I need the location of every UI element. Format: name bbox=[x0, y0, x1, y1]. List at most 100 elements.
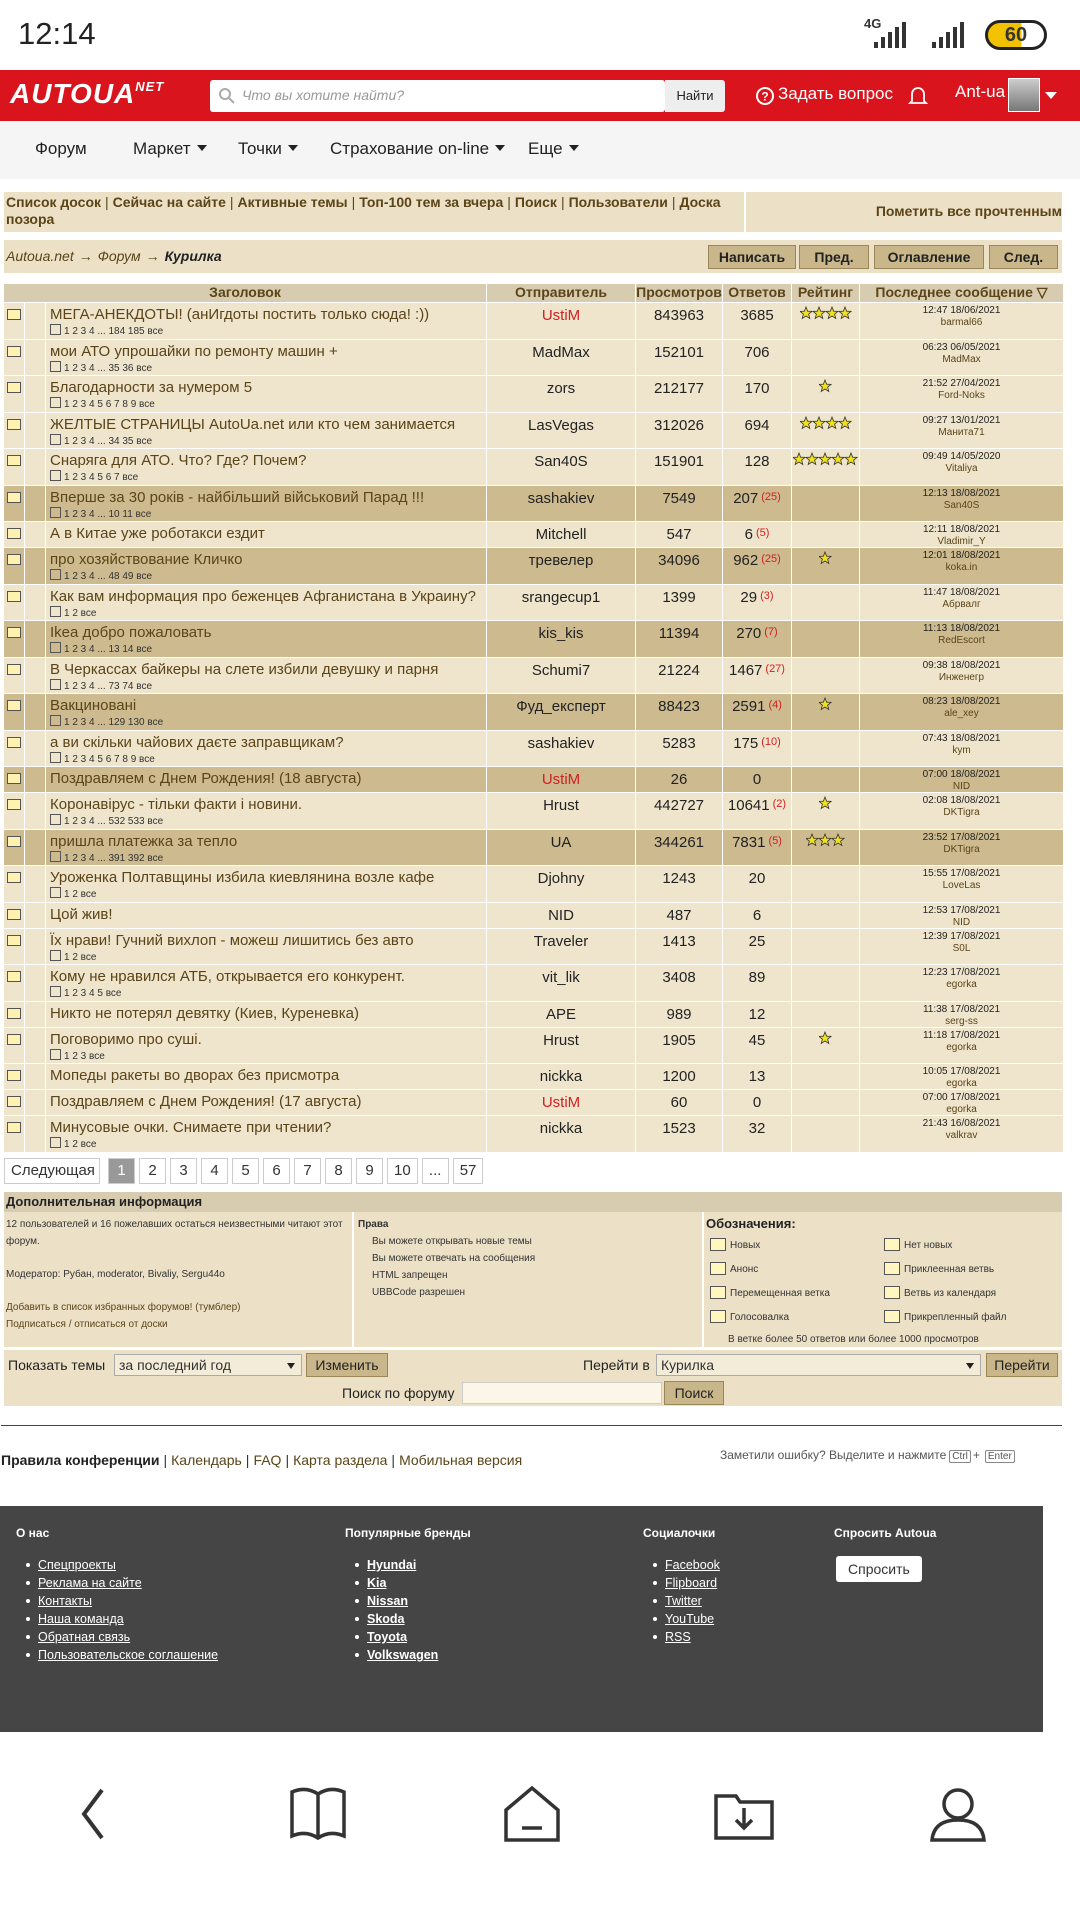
crumb[interactable]: Курилка bbox=[164, 248, 222, 264]
last-user[interactable]: Vitaliya bbox=[945, 463, 978, 474]
page-link[interactable]: 9 bbox=[356, 1158, 383, 1184]
author[interactable]: MadMax bbox=[487, 339, 636, 375]
topic-pages[interactable]: 1 2 3 4 ... 48 49 все bbox=[46, 568, 486, 582]
footer-link[interactable]: Контакты bbox=[25, 1592, 218, 1610]
last-user[interactable]: San40S bbox=[943, 499, 980, 511]
page-link[interactable]: 6 bbox=[263, 1158, 290, 1184]
topic-pages[interactable]: 1 2 3 4 5 все bbox=[46, 985, 486, 999]
board-link[interactable]: Сейчас на сайте bbox=[112, 194, 226, 210]
topic-title[interactable]: про хозяйствование Кличко bbox=[50, 551, 243, 568]
author[interactable]: srangecup1 bbox=[487, 584, 636, 620]
topic-title[interactable]: Ikea добро пожаловать bbox=[50, 624, 212, 641]
topic-pages[interactable]: 1 2 3 4 5 6 7 8 9 все bbox=[46, 396, 486, 410]
topic-pages[interactable]: 1 2 3 4 5 6 7 8 9 все bbox=[46, 751, 486, 765]
last-user[interactable]: Ford-Noks bbox=[938, 390, 985, 401]
change-button[interactable]: Изменить bbox=[306, 1353, 388, 1377]
author[interactable]: UstiM bbox=[487, 1090, 636, 1115]
topic-title[interactable]: ЖЕЛТЫЕ СТРАНИЦЫ AutoUa.net или кто чем з… bbox=[50, 415, 456, 433]
topic-pages[interactable]: 1 2 3 4 ... 73 74 все bbox=[46, 678, 486, 692]
search-go[interactable]: Поиск bbox=[664, 1381, 724, 1405]
search-button[interactable]: Найти bbox=[665, 80, 725, 112]
last-user[interactable]: NID bbox=[952, 781, 971, 792]
crumb[interactable]: Autoua.net bbox=[6, 248, 74, 264]
last-user[interactable]: DKTigra bbox=[943, 807, 980, 818]
author[interactable]: LasVegas bbox=[487, 412, 636, 448]
topic-title[interactable]: мои АТО упрошайки по ремонту машин + bbox=[50, 342, 338, 360]
last-user[interactable]: Манита71 bbox=[938, 426, 985, 438]
last-user[interactable]: NID bbox=[952, 916, 971, 928]
topic-pages[interactable]: 1 2 все bbox=[46, 949, 486, 963]
footer-link[interactable]: Twitter bbox=[653, 1592, 720, 1610]
footer-link[interactable]: Facebook bbox=[653, 1558, 720, 1572]
last-user[interactable]: valkrav bbox=[945, 1130, 978, 1141]
page-link[interactable]: 8 bbox=[325, 1158, 352, 1184]
topic-pages[interactable]: 1 2 3 4 ... 391 392 все bbox=[46, 850, 486, 864]
next-page[interactable]: Следующая bbox=[4, 1158, 100, 1184]
author[interactable]: San40S bbox=[487, 449, 636, 485]
footer-link[interactable]: YouTube bbox=[653, 1610, 720, 1628]
last-user[interactable]: MadMax bbox=[942, 353, 981, 365]
nav-icon[interactable] bbox=[72, 1782, 136, 1846]
author[interactable]: NID bbox=[487, 902, 636, 928]
nav-item[interactable]: Страхование on-line bbox=[330, 139, 506, 159]
footer-link[interactable]: Правила конференции bbox=[1, 1452, 160, 1468]
board-link[interactable]: Список досок bbox=[6, 194, 102, 210]
last-user[interactable]: Абрвалг bbox=[942, 598, 981, 610]
board-link[interactable]: Доска позора bbox=[6, 194, 721, 227]
page-link[interactable]: 4 bbox=[201, 1158, 228, 1184]
author[interactable]: APE bbox=[487, 1001, 636, 1027]
footer-link[interactable]: Skoda bbox=[355, 1610, 471, 1628]
topic-title[interactable]: Мопеды ракеты во дворах без присмотра bbox=[50, 1067, 340, 1084]
author[interactable]: kis_kis bbox=[487, 621, 636, 657]
topic-pages[interactable]: 1 2 3 4 5 6 7 все bbox=[46, 469, 486, 483]
topic-title[interactable]: Благодарности за нумером 5 bbox=[50, 379, 253, 396]
footer-link[interactable]: Наша команда bbox=[25, 1610, 218, 1628]
author[interactable]: Hrust bbox=[487, 1027, 636, 1063]
footer-link[interactable]: Пользовательское соглашение bbox=[25, 1648, 219, 1662]
footer-link[interactable]: Реклама на сайте bbox=[25, 1574, 218, 1592]
nav-button[interactable]: След. bbox=[989, 245, 1058, 269]
nav-item[interactable]: Еще bbox=[528, 139, 579, 159]
nav-button[interactable]: Написать bbox=[708, 245, 796, 269]
author[interactable]: Djohny bbox=[487, 866, 636, 902]
topic-pages[interactable]: 1 2 3 4 ... 34 35 все bbox=[46, 433, 486, 447]
last-user[interactable]: egorka bbox=[946, 1041, 977, 1053]
nav-icon[interactable] bbox=[712, 1782, 776, 1846]
author[interactable]: тревелер bbox=[487, 548, 636, 584]
topic-title[interactable]: Їх нрави! Гучний вихлоп - можеш лишитись… bbox=[50, 931, 414, 949]
topic-pages[interactable]: 1 2 3 4 ... 184 185 все bbox=[46, 323, 486, 337]
nav-item[interactable]: Точки bbox=[238, 139, 298, 159]
last-user[interactable]: kym bbox=[952, 744, 971, 756]
author[interactable]: Schumi7 bbox=[487, 657, 636, 693]
topic-pages[interactable]: 1 2 3 4 ... 129 130 все bbox=[46, 714, 486, 728]
topic-title[interactable]: Поздравляем с Днем Рождения! (18 августа… bbox=[50, 770, 362, 787]
page-link[interactable]: 3 bbox=[170, 1158, 197, 1184]
last-user[interactable]: ale_xey bbox=[944, 708, 979, 719]
footer-link[interactable]: Nissan bbox=[355, 1592, 471, 1610]
user-name[interactable]: Ant-ua bbox=[955, 82, 1006, 101]
topic-title[interactable]: Вперше за 30 років - найбільший військов… bbox=[50, 488, 425, 506]
page-link[interactable]: 7 bbox=[294, 1158, 321, 1184]
footer-link[interactable]: Спецпроекты bbox=[25, 1556, 218, 1574]
last-user[interactable]: Vladimir_Y bbox=[937, 536, 986, 547]
topic-title[interactable]: Никто не потерял девятку (Киев, Куреневк… bbox=[50, 1004, 359, 1022]
page-link[interactable]: 10 bbox=[387, 1158, 418, 1184]
last-user[interactable]: RedEscort bbox=[938, 635, 985, 646]
footer-link[interactable]: Обратная связь bbox=[25, 1628, 218, 1646]
author[interactable]: Фуд_експерт bbox=[487, 694, 636, 730]
author[interactable]: nickka bbox=[487, 1116, 636, 1152]
search-input[interactable] bbox=[462, 1382, 662, 1404]
topic-pages[interactable]: 1 2 3 4 ... 10 11 все bbox=[46, 506, 486, 520]
topic-pages[interactable]: 1 2 3 все bbox=[46, 1048, 486, 1062]
mark-read[interactable]: Пометить все прочтенным bbox=[875, 203, 1062, 219]
last-user[interactable]: koka.in bbox=[945, 562, 978, 573]
author[interactable]: Traveler bbox=[487, 928, 636, 964]
board-link[interactable]: Пользователи bbox=[568, 194, 668, 210]
footer-link[interactable]: Hyundai bbox=[355, 1556, 471, 1574]
author[interactable]: UA bbox=[487, 829, 636, 865]
author[interactable]: sashakiev bbox=[487, 730, 636, 766]
last-user[interactable]: serg-ss bbox=[945, 1015, 978, 1027]
last-user[interactable]: LoveLas bbox=[942, 880, 981, 891]
footer-link[interactable]: Flipboard bbox=[653, 1574, 720, 1592]
ask-link[interactable]: Задать вопрос bbox=[778, 84, 893, 103]
